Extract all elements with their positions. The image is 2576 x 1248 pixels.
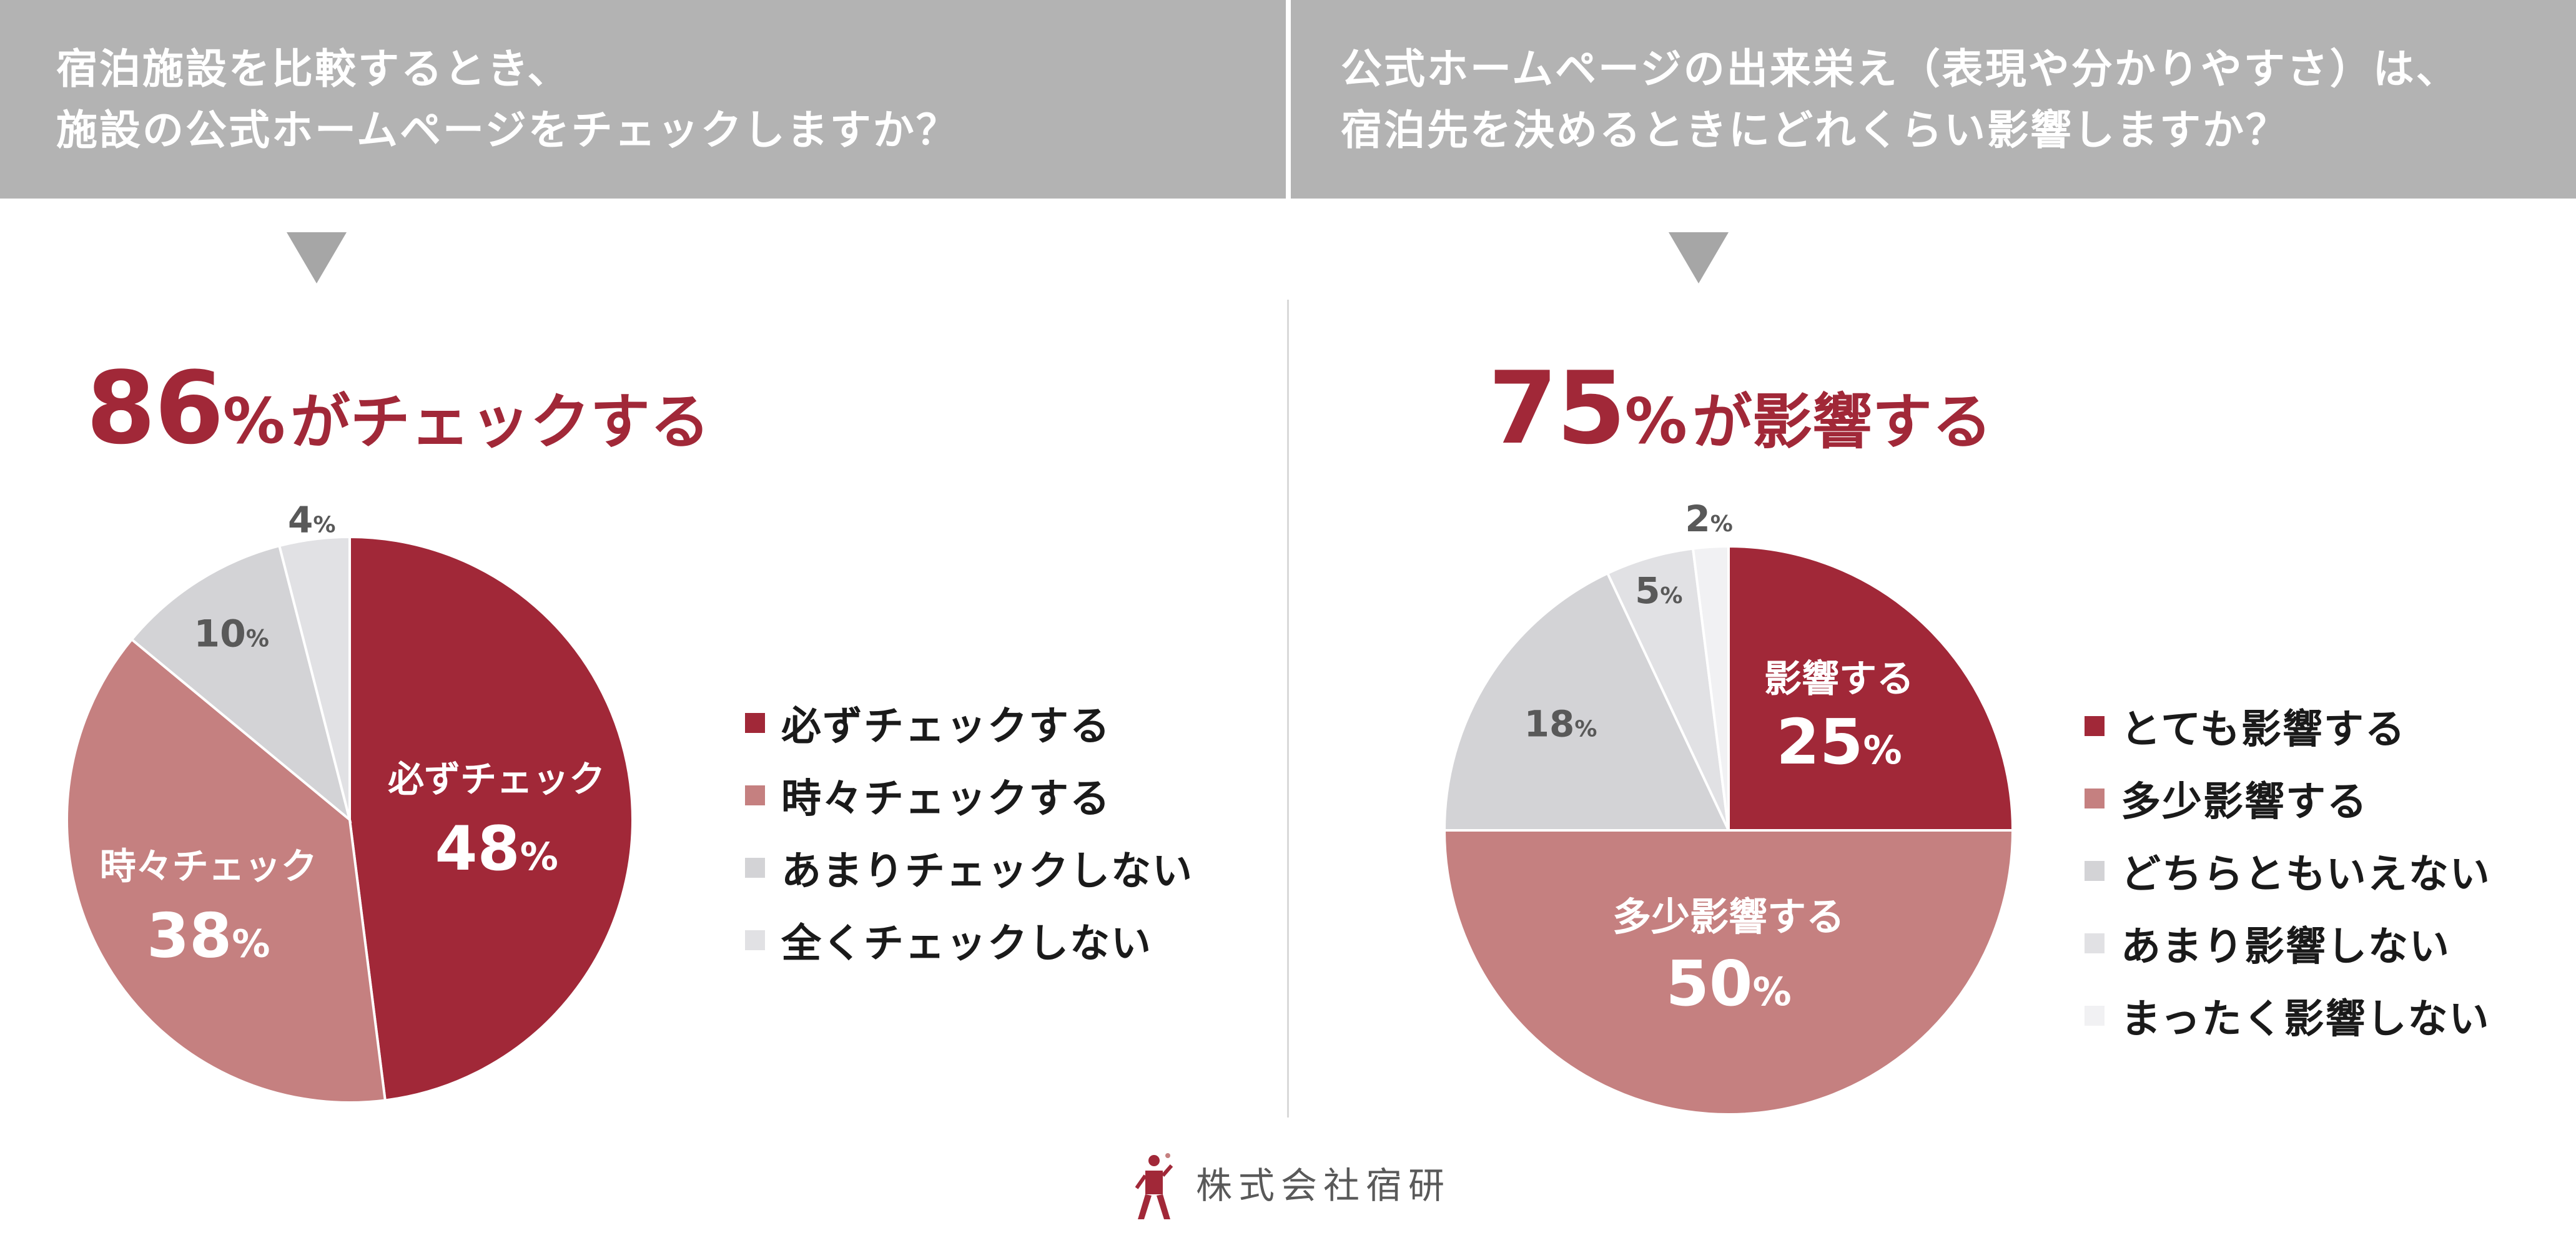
slice-value-label: 2% <box>1685 498 1732 540</box>
legend-label: 必ずチェックする <box>781 704 1111 750</box>
company-logo-icon <box>1135 1153 1173 1219</box>
question-line-1: 宿泊施設を比較するとき、 <box>56 45 571 93</box>
legend-item: どちらともいえない <box>2085 835 2491 907</box>
down-arrow-icon <box>1669 232 1729 283</box>
headline-right: 75%が影響する <box>1488 350 1992 466</box>
legend-label: 多少影響する <box>2121 779 2368 825</box>
legend-label: 全くチェックしない <box>781 921 1152 967</box>
legend-swatch <box>2085 716 2105 736</box>
pie-slice <box>130 544 352 823</box>
legend-label: あまりチェックしない <box>781 848 1193 895</box>
pie-slice <box>1727 544 2015 832</box>
question-header-left: 宿泊施設を比較するとき、 施設の公式ホームページをチェックしますか？ <box>0 0 1286 199</box>
slice-category-label: 影響する <box>1764 657 1914 701</box>
legend-label: とても影響する <box>2121 707 2406 753</box>
slice-value-label: 10% <box>194 612 269 656</box>
legend-item: 多少影響する <box>2085 762 2491 835</box>
slice-value-label: 4% <box>288 499 335 541</box>
slice-value-label: 48% <box>435 813 558 885</box>
legend-item: 必ずチェックする <box>745 687 1193 759</box>
slice-value-label: 5% <box>1635 569 1682 612</box>
question-line-2: 施設の公式ホームページをチェックしますか？ <box>56 106 959 154</box>
legend-label: まったく影響しない <box>2121 996 2490 1043</box>
legend-swatch <box>2085 1006 2105 1026</box>
slice-value-label: 50% <box>1666 947 1791 1020</box>
legend-item: 全くチェックしない <box>745 904 1193 976</box>
legend-influence: とても影響する 多少影響するどちらともいえない あまり影響しない まったく影響しない <box>2085 690 2491 1052</box>
pie-slice <box>1691 544 1730 831</box>
company-name: 株式会社宿研 <box>1196 1164 1451 1207</box>
slice-value-label: 18% <box>1524 703 1597 745</box>
slice-value-label: 38% <box>147 900 270 971</box>
question-line-1: 公式ホームページの出来栄え（表現や分かりやすさ）は、 <box>1341 45 2459 93</box>
question-header-right: 公式ホームページの出来栄え（表現や分かりやすさ）は、 宿泊先を決めるときにどれく… <box>1291 0 2576 199</box>
pie-slice <box>348 535 634 1102</box>
legend-swatch <box>2085 789 2105 808</box>
legend-item: 時々チェックする <box>745 759 1193 832</box>
legend-label: どちらともいえない <box>2121 852 2491 898</box>
pie-slice <box>1606 547 1730 831</box>
legend-swatch <box>745 858 765 878</box>
pie-slice <box>1443 571 1731 832</box>
question-line-2: 宿泊先を決めるときにどれくらい影響しますか？ <box>1341 106 2289 154</box>
legend-label: 時々チェックする <box>781 776 1111 822</box>
headline-left: 86%がチェックする <box>86 350 710 466</box>
legend-swatch <box>745 930 765 950</box>
legend-label: あまり影響しない <box>2121 924 2450 970</box>
headline-text: がチェックする <box>290 387 710 457</box>
down-arrow-icon <box>287 232 347 283</box>
headline-number: 75 <box>1488 350 1626 466</box>
headline-percent-sign: % <box>222 385 285 458</box>
slice-category-label: 時々チェック <box>100 845 317 887</box>
panel-divider <box>1287 300 1289 1118</box>
pie-slice <box>1443 829 2015 1116</box>
legend-swatch <box>745 713 765 733</box>
legend-swatch <box>2085 933 2105 953</box>
slice-category-label: 必ずチェック <box>388 758 605 800</box>
legend-item: まったく影響しない <box>2085 980 2491 1052</box>
pie-slice <box>66 637 387 1104</box>
headline-percent-sign: % <box>1624 385 1687 458</box>
pie-chart-check: 必ずチェック 48% 時々チェック 38% 10% 4% <box>66 499 634 1104</box>
legend-swatch <box>745 785 765 805</box>
legend-item: あまりチェックしない <box>745 832 1193 904</box>
slice-value-label: 25% <box>1776 705 1902 779</box>
slice-category-label: 多少影響する <box>1612 894 1845 940</box>
pie-slice <box>277 535 351 820</box>
headline-number: 86 <box>86 350 224 466</box>
legend-item: とても影響する <box>2085 690 2491 762</box>
legend-swatch <box>2085 861 2105 881</box>
headline-text: が影響する <box>1692 387 1992 457</box>
legend-check: 必ずチェックする 時々チェックするあまりチェックしない 全くチェックしない <box>745 687 1193 976</box>
legend-item: あまり影響しない <box>2085 907 2491 980</box>
